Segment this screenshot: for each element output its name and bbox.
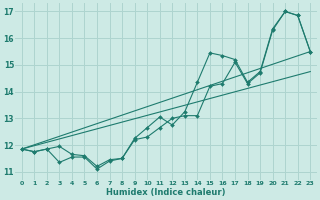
X-axis label: Humidex (Indice chaleur): Humidex (Indice chaleur) [106, 188, 226, 197]
